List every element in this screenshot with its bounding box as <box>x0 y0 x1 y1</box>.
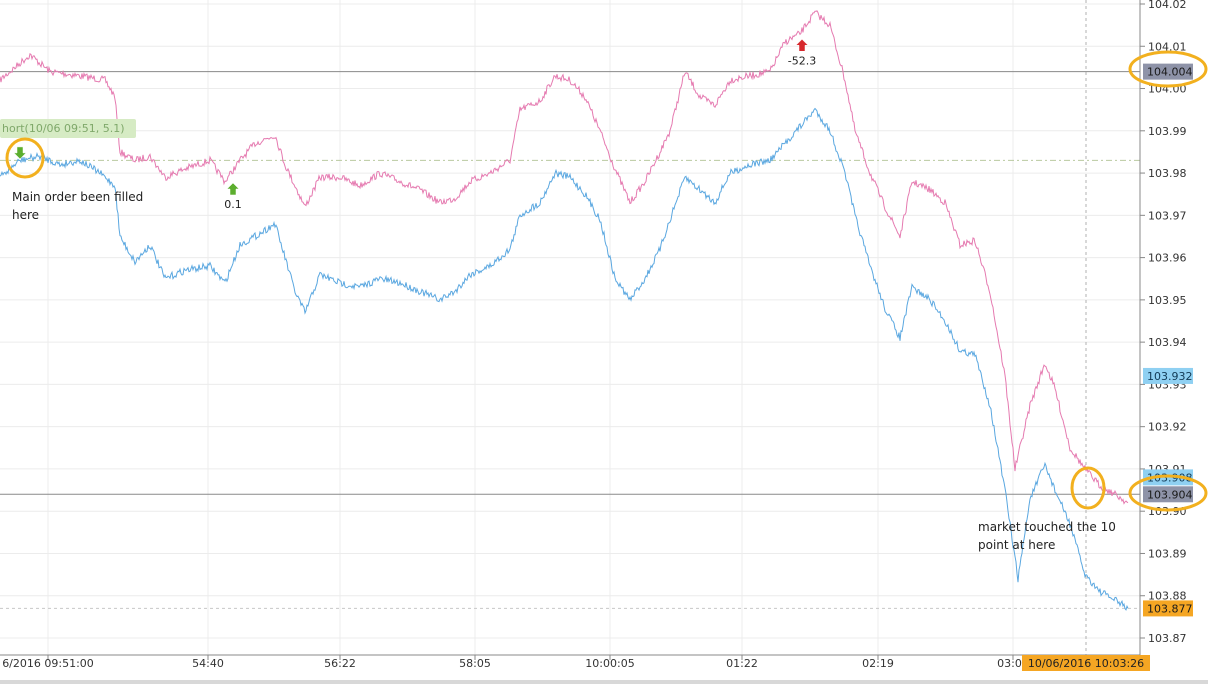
price-tag: 103.877 <box>1143 600 1193 617</box>
x-tick-label: 54:40 <box>192 657 224 670</box>
price-tags: 104.004 103.932 103.908 103.904 103.877 <box>1143 63 1193 617</box>
x-tick-label: 10:00:05 <box>585 657 634 670</box>
price-tag-bg <box>1143 63 1193 80</box>
price-tag-label: 103.908 <box>1147 471 1193 484</box>
highlight-circle-touch <box>1070 466 1106 510</box>
x-tick-label: 6/2016 09:51:00 <box>2 657 94 670</box>
y-tick-label: 103.90 <box>1148 505 1187 518</box>
y-tick-label: 104.02 <box>1148 0 1187 11</box>
highlight-circle-bottom-price <box>1128 474 1208 512</box>
order-tag: hort(10/06 09:51, 5.1) <box>0 119 136 138</box>
x-tick-label: 01:22 <box>726 657 758 670</box>
y-tick-label: 103.97 <box>1148 209 1187 222</box>
highlight-circle-top-price <box>1128 50 1208 88</box>
arrow-up-icon <box>795 38 809 52</box>
order-tag-label: hort(10/06 09:51, 5.1) <box>2 122 125 135</box>
series-layer <box>0 10 1129 611</box>
y-tick-label: 103.88 <box>1148 590 1187 603</box>
price-tag-label: 103.877 <box>1147 602 1193 615</box>
grid <box>0 0 1140 655</box>
highlight-circle-entry <box>5 137 45 179</box>
price-tag-label: 104.004 <box>1147 66 1193 79</box>
plot-area <box>0 0 1140 655</box>
price-tag-bg <box>1143 367 1193 384</box>
horizontal-lines <box>0 71 1140 495</box>
crosshair-x-label: 10/06/2016 10:03:26 <box>1028 657 1144 670</box>
y-tick-label: 103.99 <box>1148 125 1187 138</box>
y-tick-label: 103.94 <box>1148 336 1187 349</box>
order-tag-bg <box>0 119 136 138</box>
x-tick-label: 56:22 <box>324 657 356 670</box>
price-tag: 103.904 <box>1143 486 1193 503</box>
trade-marker[interactable] <box>13 146 27 160</box>
x-axis-ticks: 6/2016 09:51:00 54:40 56:22 58:05 10:00:05 01… <box>2 655 1029 670</box>
y-tick-label: 104.01 <box>1148 40 1187 53</box>
price-tag-bg <box>1143 600 1193 617</box>
price-tag-bg <box>1143 486 1193 503</box>
price-tag-label: 103.904 <box>1147 488 1193 501</box>
y-tick-label: 103.92 <box>1148 421 1187 434</box>
arrow-up-icon <box>226 182 240 196</box>
arrow-down-icon <box>13 146 27 160</box>
y-tick-label: 103.96 <box>1148 252 1187 265</box>
trade-label: -52.3 <box>788 54 816 67</box>
y-tick-label: 103.98 <box>1148 167 1187 180</box>
y-tick-label: 103.87 <box>1148 632 1187 645</box>
x-tick-label: 02:19 <box>862 657 894 670</box>
trade-marker[interactable]: -52.3 <box>788 38 816 67</box>
x-axis-panel <box>0 655 1208 684</box>
highlight-circles <box>5 50 1208 512</box>
price-tag-label: 103.932 <box>1147 370 1193 383</box>
series-line-0 <box>0 10 1129 505</box>
x-tick-label: 03:07 <box>997 657 1029 670</box>
series-line-1 <box>0 107 1129 611</box>
y-tick-label: 103.95 <box>1148 294 1187 307</box>
annotation-main-order: Main order been filled here <box>12 190 144 222</box>
bottom-scrollbar[interactable] <box>0 680 1208 684</box>
x-tick-label: 58:05 <box>459 657 491 670</box>
y-axis-panel <box>1140 0 1208 655</box>
crosshair-x-tag-bg <box>1022 655 1150 671</box>
crosshair-x-tag: 10/06/2016 10:03:26 <box>1022 655 1150 671</box>
price-tag: 103.932 <box>1143 367 1193 384</box>
y-tick-label: 103.89 <box>1148 547 1187 560</box>
price-tag: 104.004 <box>1143 63 1193 80</box>
trades-layer: 0.1 -52.3 <box>13 38 816 211</box>
trade-marker[interactable]: 0.1 <box>224 182 242 211</box>
annotation-market-touched: market touched the 10 point at here <box>978 520 1116 552</box>
trade-label: 0.1 <box>224 198 242 211</box>
